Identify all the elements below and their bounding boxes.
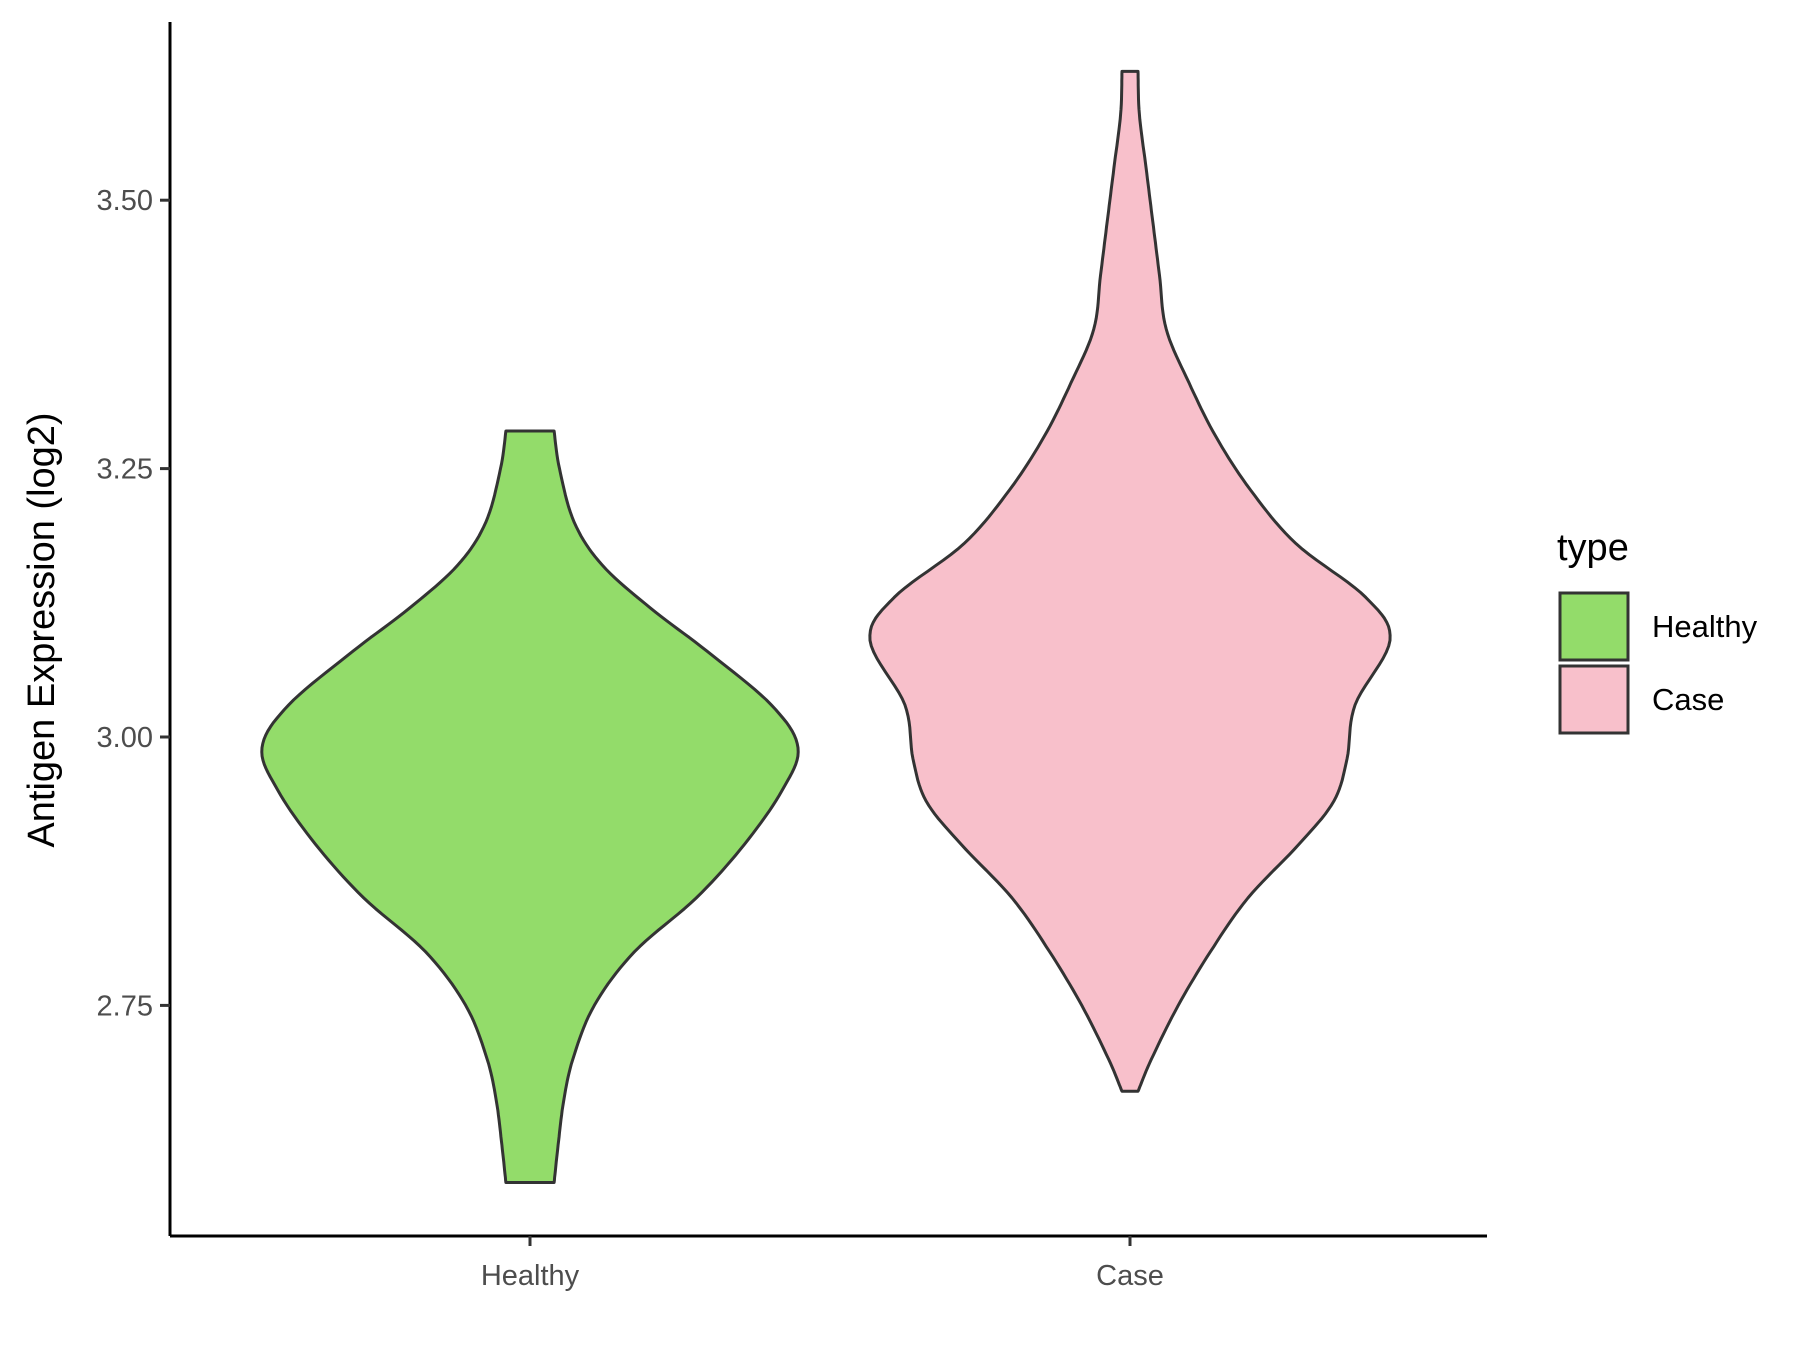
x-tick-label-case: Case: [1096, 1260, 1164, 1292]
y-tick-label: 3.25: [97, 454, 153, 486]
legend-key-case: [1558, 664, 1630, 735]
y-tick-label: 2.75: [97, 990, 153, 1022]
legend-title: type: [1557, 527, 1629, 569]
violin-layer: [260, 69, 1392, 1184]
violin-healthy: [260, 429, 800, 1184]
legend: type Healthy Case: [1557, 527, 1758, 735]
legend-items: Healthy Case: [1558, 591, 1758, 735]
legend-label-case: Case: [1652, 682, 1724, 717]
y-axis-title: Antigen Expression (log2): [21, 412, 63, 847]
axes: [168, 22, 1487, 1238]
legend-key-healthy: [1558, 591, 1630, 662]
y-tick-label: 3.00: [97, 722, 153, 754]
violin-case: [868, 69, 1392, 1093]
legend-label-healthy: Healthy: [1652, 609, 1758, 644]
y-tick-label: 3.50: [97, 185, 153, 217]
x-tick-label-healthy: Healthy: [481, 1260, 580, 1292]
x-ticks: Healthy Case: [481, 1236, 1164, 1292]
y-ticks: 2.75 3.00 3.25 3.50: [97, 185, 170, 1022]
